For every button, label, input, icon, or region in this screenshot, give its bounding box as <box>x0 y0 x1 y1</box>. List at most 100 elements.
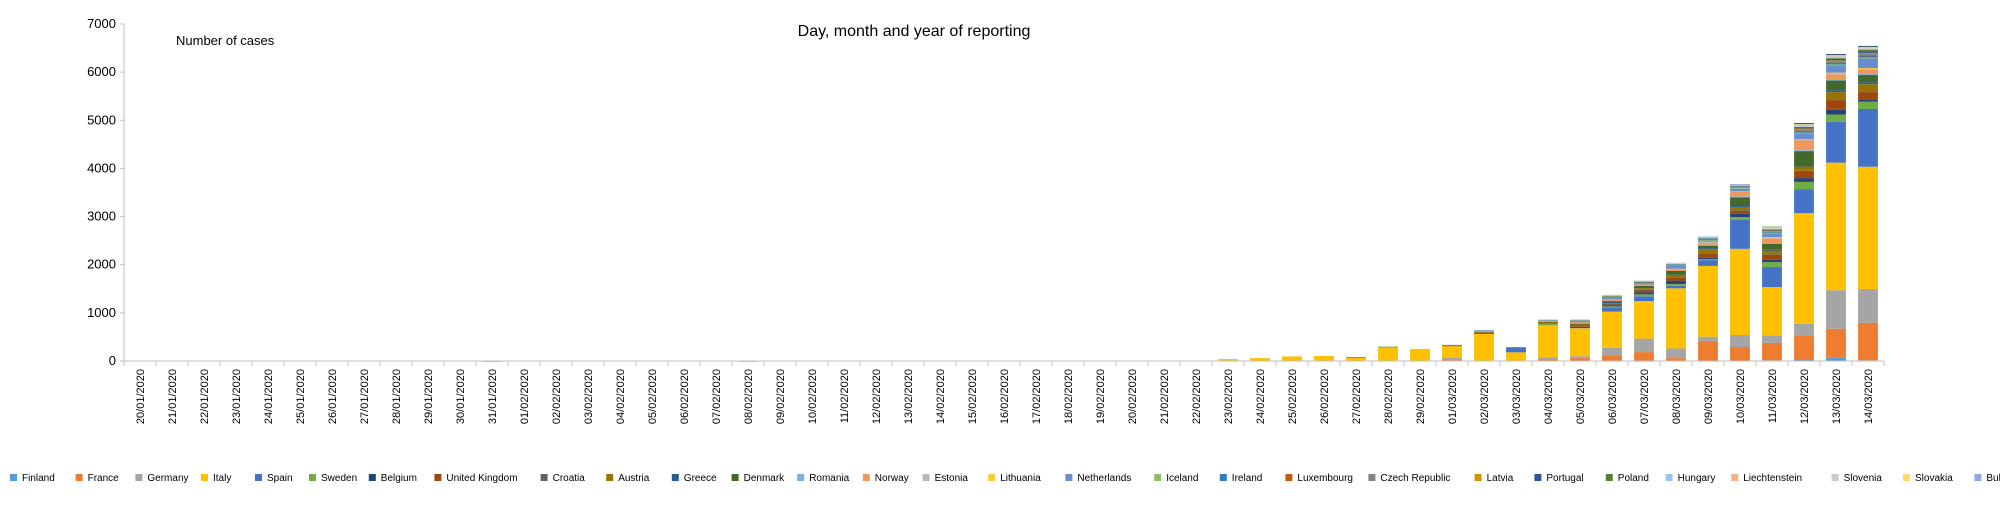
bar-segment-malta <box>1762 226 1782 227</box>
bar-segment-denmark <box>1570 323 1590 325</box>
bar-segment-denmark <box>1794 151 1814 166</box>
legend-item-hungary: Hungary <box>1665 473 1715 484</box>
legend-label: Bulgaria <box>1986 473 2000 484</box>
bar-segment-italy <box>1762 287 1782 336</box>
bar-segment-cyprus <box>1858 45 1878 47</box>
bar-segment-france <box>1730 347 1750 361</box>
bar-segment-united-kingdom <box>1634 289 1654 293</box>
bar-segment-greece <box>1666 274 1686 276</box>
legend-item-bulgaria: Bulgaria <box>1974 473 2000 484</box>
bar-segment-france <box>1762 342 1782 361</box>
x-tick-label: 23/02/2020 <box>1223 369 1235 424</box>
bar-segment-united-kingdom <box>1538 322 1558 324</box>
bar-segment-austria <box>1346 357 1366 358</box>
x-tick-label: 26/02/2020 <box>1319 369 1331 424</box>
legend-swatch <box>1831 474 1839 481</box>
bar-segment-norway <box>1634 284 1654 286</box>
legend-item-finland: Finland <box>10 473 55 484</box>
bar-segment-france <box>1570 358 1590 361</box>
bar-segment-germany <box>1538 357 1558 360</box>
bar-segment-austria <box>1474 331 1494 334</box>
bar-segment-cyprus <box>1826 54 1846 55</box>
legend-item-romania: Romania <box>797 473 850 484</box>
bar-segment-denmark <box>1602 301 1622 303</box>
bar-segment-lithuania <box>1762 237 1782 238</box>
bar-segment-romania <box>1762 243 1782 245</box>
bar-segment-italy <box>1826 162 1846 291</box>
legend-label: Italy <box>213 473 231 484</box>
x-tick-label: 22/02/2020 <box>1191 369 1203 424</box>
bar-segment-slovenia <box>1602 294 1622 296</box>
bar-segment-austria <box>1666 275 1686 278</box>
bar-segment-poland <box>1858 49 1878 52</box>
bar-segment-iceland <box>1602 296 1622 298</box>
legend-item-netherlands: Netherlands <box>1065 473 1131 484</box>
legend-label: Croatia <box>553 473 586 484</box>
x-tick-label: 31/01/2020 <box>487 369 499 424</box>
bar-segment-slovenia <box>1826 55 1846 58</box>
bar-segment-france <box>1538 359 1558 361</box>
x-tick-label: 30/01/2020 <box>455 369 467 424</box>
legend-swatch <box>1605 474 1613 481</box>
legend-label: Czech Republic <box>1380 473 1450 484</box>
legend-label: Iceland <box>1166 473 1198 484</box>
bar-segment-czech-republic <box>1666 264 1686 266</box>
bar-segment-italy <box>1474 334 1494 361</box>
bar-segment-sweden <box>1762 262 1782 267</box>
legend-label: Greece <box>684 473 717 484</box>
x-tick-label: 22/01/2020 <box>199 369 211 424</box>
bar-segment-spain <box>1762 266 1782 288</box>
bar-segment-sweden <box>1378 346 1398 348</box>
bar-segment-bulgaria <box>1698 236 1718 238</box>
bar-segment-iceland <box>1730 187 1750 189</box>
bar-segment-netherlands <box>1698 240 1718 242</box>
bar-segment-portugal <box>1858 51 1878 53</box>
legend-item-portugal: Portugal <box>1534 473 1584 484</box>
bar-segment-belgium <box>1762 259 1782 263</box>
bar-segment-italy <box>1538 325 1558 358</box>
x-tick-label: 07/02/2020 <box>711 369 723 424</box>
bar-segment-spain <box>1826 121 1846 163</box>
bar-segment-netherlands <box>1794 133 1814 140</box>
bar-segment-belgium <box>1858 99 1878 102</box>
bar-segment-united-kingdom <box>1666 277 1686 281</box>
bar-segment-germany <box>1666 348 1686 359</box>
bar-segment-italy <box>1698 265 1718 337</box>
x-tick-label: 04/03/2020 <box>1543 369 1555 424</box>
bar-segment-denmark <box>1698 245 1718 249</box>
bar-segment-slovenia <box>1794 124 1814 127</box>
legend-label: United Kingdom <box>446 473 517 484</box>
legend-item-sweden: Sweden <box>309 473 357 484</box>
bar-segment-greece <box>1602 302 1622 303</box>
legend-swatch <box>1368 474 1376 481</box>
bar-segment-cyprus <box>1794 123 1814 124</box>
bar-segment-spain <box>1794 189 1814 214</box>
bar-segment-slovenia <box>1762 226 1782 229</box>
bar-segment-denmark <box>1826 80 1846 91</box>
bar-segment-iceland <box>1698 239 1718 241</box>
bar-segment-netherlands <box>1474 330 1494 332</box>
bar-segment-lithuania <box>1826 72 1846 74</box>
legend-swatch <box>10 474 17 481</box>
legend-label: Slovakia <box>1915 473 1953 484</box>
bar-segment-portugal <box>1794 127 1814 129</box>
x-tick-label: 16/02/2020 <box>999 369 1011 424</box>
bar-segment-france <box>1634 352 1654 361</box>
bar-segment-italy <box>1218 359 1238 361</box>
bar-segment-italy <box>1378 347 1398 361</box>
legend-label: Austria <box>618 473 650 484</box>
bar-segment-croatia <box>1602 303 1622 305</box>
legend-label: Romania <box>809 473 849 484</box>
x-tick-label: 10/02/2020 <box>807 369 819 424</box>
bar-segment-austria <box>1794 166 1814 171</box>
bar-segment-denmark <box>1634 285 1654 289</box>
bar-segment-austria <box>1698 249 1718 254</box>
bar-segment-norway <box>1698 242 1718 245</box>
x-tick-label: 29/01/2020 <box>423 369 435 424</box>
bar-segment-portugal <box>1698 238 1718 240</box>
bar-segment-spain <box>1506 347 1526 353</box>
y-tick-label: 4000 <box>87 160 116 175</box>
bar-segment-france <box>1858 322 1878 361</box>
bar-segment-united-kingdom <box>1474 333 1494 335</box>
legend-label: France <box>88 473 120 484</box>
